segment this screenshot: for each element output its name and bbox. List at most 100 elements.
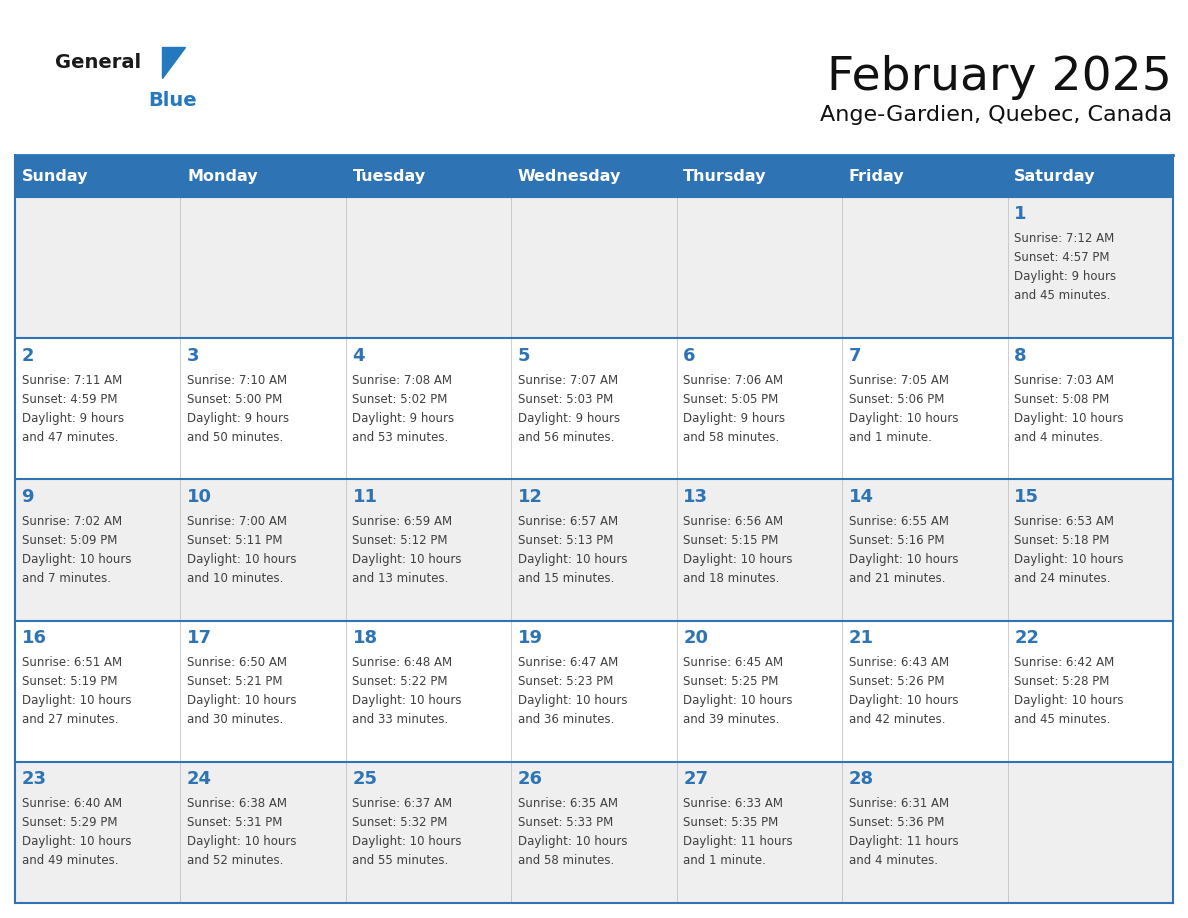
- Text: 9: 9: [21, 487, 34, 506]
- Text: Thursday: Thursday: [683, 169, 766, 184]
- Text: Friday: Friday: [848, 169, 904, 184]
- Text: Monday: Monday: [187, 169, 258, 184]
- Text: 21: 21: [848, 629, 873, 647]
- Text: Sunday: Sunday: [21, 169, 88, 184]
- Text: Sunrise: 6:56 AM
Sunset: 5:15 PM
Daylight: 10 hours
and 18 minutes.: Sunrise: 6:56 AM Sunset: 5:15 PM Dayligh…: [683, 515, 792, 585]
- Bar: [511, 621, 677, 762]
- Text: Sunrise: 7:05 AM
Sunset: 5:06 PM
Daylight: 10 hours
and 1 minute.: Sunrise: 7:05 AM Sunset: 5:06 PM Dayligh…: [848, 374, 959, 443]
- Bar: [181, 338, 346, 479]
- Text: 27: 27: [683, 770, 708, 789]
- Bar: [677, 155, 842, 197]
- Bar: [1007, 479, 1173, 621]
- Text: 8: 8: [1015, 347, 1026, 364]
- Text: 6: 6: [683, 347, 696, 364]
- Bar: [842, 338, 1007, 479]
- Text: Sunrise: 7:00 AM
Sunset: 5:11 PM
Daylight: 10 hours
and 10 minutes.: Sunrise: 7:00 AM Sunset: 5:11 PM Dayligh…: [187, 515, 297, 585]
- Text: Sunrise: 6:51 AM
Sunset: 5:19 PM
Daylight: 10 hours
and 27 minutes.: Sunrise: 6:51 AM Sunset: 5:19 PM Dayligh…: [21, 655, 131, 726]
- Text: 18: 18: [353, 629, 378, 647]
- Bar: [1007, 197, 1173, 338]
- Text: Sunrise: 6:50 AM
Sunset: 5:21 PM
Daylight: 10 hours
and 30 minutes.: Sunrise: 6:50 AM Sunset: 5:21 PM Dayligh…: [187, 655, 297, 726]
- Text: Sunrise: 7:12 AM
Sunset: 4:57 PM
Daylight: 9 hours
and 45 minutes.: Sunrise: 7:12 AM Sunset: 4:57 PM Dayligh…: [1015, 232, 1117, 302]
- Text: 1: 1: [1015, 206, 1026, 223]
- Text: 5: 5: [518, 347, 530, 364]
- Bar: [1007, 762, 1173, 903]
- Text: Sunrise: 6:33 AM
Sunset: 5:35 PM
Daylight: 11 hours
and 1 minute.: Sunrise: 6:33 AM Sunset: 5:35 PM Dayligh…: [683, 797, 792, 868]
- Bar: [181, 155, 346, 197]
- Bar: [1007, 621, 1173, 762]
- Text: 22: 22: [1015, 629, 1040, 647]
- Bar: [346, 155, 511, 197]
- Bar: [842, 621, 1007, 762]
- Bar: [15, 479, 181, 621]
- Text: Sunrise: 6:35 AM
Sunset: 5:33 PM
Daylight: 10 hours
and 58 minutes.: Sunrise: 6:35 AM Sunset: 5:33 PM Dayligh…: [518, 797, 627, 868]
- Text: 10: 10: [187, 487, 211, 506]
- Text: 13: 13: [683, 487, 708, 506]
- Bar: [181, 762, 346, 903]
- Text: General: General: [55, 52, 141, 72]
- Text: 2: 2: [21, 347, 34, 364]
- Bar: [181, 197, 346, 338]
- Text: Tuesday: Tuesday: [353, 169, 425, 184]
- Text: 25: 25: [353, 770, 378, 789]
- Text: 19: 19: [518, 629, 543, 647]
- Polygon shape: [162, 47, 185, 78]
- Text: Sunrise: 6:57 AM
Sunset: 5:13 PM
Daylight: 10 hours
and 15 minutes.: Sunrise: 6:57 AM Sunset: 5:13 PM Dayligh…: [518, 515, 627, 585]
- Text: Sunrise: 6:53 AM
Sunset: 5:18 PM
Daylight: 10 hours
and 24 minutes.: Sunrise: 6:53 AM Sunset: 5:18 PM Dayligh…: [1015, 515, 1124, 585]
- Text: Wednesday: Wednesday: [518, 169, 621, 184]
- Text: Sunrise: 6:38 AM
Sunset: 5:31 PM
Daylight: 10 hours
and 52 minutes.: Sunrise: 6:38 AM Sunset: 5:31 PM Dayligh…: [187, 797, 297, 868]
- Text: 3: 3: [187, 347, 200, 364]
- Text: 7: 7: [848, 347, 861, 364]
- Text: 23: 23: [21, 770, 46, 789]
- Text: 16: 16: [21, 629, 46, 647]
- Text: Sunrise: 6:43 AM
Sunset: 5:26 PM
Daylight: 10 hours
and 42 minutes.: Sunrise: 6:43 AM Sunset: 5:26 PM Dayligh…: [848, 655, 959, 726]
- Bar: [346, 338, 511, 479]
- Text: Sunrise: 6:55 AM
Sunset: 5:16 PM
Daylight: 10 hours
and 21 minutes.: Sunrise: 6:55 AM Sunset: 5:16 PM Dayligh…: [848, 515, 959, 585]
- Text: 12: 12: [518, 487, 543, 506]
- Text: Blue: Blue: [148, 91, 197, 109]
- Text: Sunrise: 6:37 AM
Sunset: 5:32 PM
Daylight: 10 hours
and 55 minutes.: Sunrise: 6:37 AM Sunset: 5:32 PM Dayligh…: [353, 797, 462, 868]
- Bar: [346, 197, 511, 338]
- Bar: [1007, 338, 1173, 479]
- Bar: [15, 762, 181, 903]
- Text: 24: 24: [187, 770, 211, 789]
- Text: 4: 4: [353, 347, 365, 364]
- Text: Sunrise: 6:48 AM
Sunset: 5:22 PM
Daylight: 10 hours
and 33 minutes.: Sunrise: 6:48 AM Sunset: 5:22 PM Dayligh…: [353, 655, 462, 726]
- Bar: [15, 155, 181, 197]
- Text: Sunrise: 7:02 AM
Sunset: 5:09 PM
Daylight: 10 hours
and 7 minutes.: Sunrise: 7:02 AM Sunset: 5:09 PM Dayligh…: [21, 515, 131, 585]
- Bar: [842, 479, 1007, 621]
- Bar: [677, 621, 842, 762]
- Text: Sunrise: 6:59 AM
Sunset: 5:12 PM
Daylight: 10 hours
and 13 minutes.: Sunrise: 6:59 AM Sunset: 5:12 PM Dayligh…: [353, 515, 462, 585]
- Bar: [181, 479, 346, 621]
- Bar: [511, 479, 677, 621]
- Bar: [677, 479, 842, 621]
- Text: 20: 20: [683, 629, 708, 647]
- Text: Sunrise: 7:11 AM
Sunset: 4:59 PM
Daylight: 9 hours
and 47 minutes.: Sunrise: 7:11 AM Sunset: 4:59 PM Dayligh…: [21, 374, 124, 443]
- Text: Sunrise: 7:03 AM
Sunset: 5:08 PM
Daylight: 10 hours
and 4 minutes.: Sunrise: 7:03 AM Sunset: 5:08 PM Dayligh…: [1015, 374, 1124, 443]
- Text: Ange-Gardien, Quebec, Canada: Ange-Gardien, Quebec, Canada: [820, 105, 1173, 125]
- Text: Sunrise: 7:10 AM
Sunset: 5:00 PM
Daylight: 9 hours
and 50 minutes.: Sunrise: 7:10 AM Sunset: 5:00 PM Dayligh…: [187, 374, 289, 443]
- Bar: [511, 155, 677, 197]
- Text: 15: 15: [1015, 487, 1040, 506]
- Bar: [677, 338, 842, 479]
- Text: Sunrise: 6:40 AM
Sunset: 5:29 PM
Daylight: 10 hours
and 49 minutes.: Sunrise: 6:40 AM Sunset: 5:29 PM Dayligh…: [21, 797, 131, 868]
- Text: 28: 28: [848, 770, 874, 789]
- Bar: [842, 155, 1007, 197]
- Bar: [181, 621, 346, 762]
- Bar: [677, 762, 842, 903]
- Bar: [842, 197, 1007, 338]
- Text: Sunrise: 7:06 AM
Sunset: 5:05 PM
Daylight: 9 hours
and 58 minutes.: Sunrise: 7:06 AM Sunset: 5:05 PM Dayligh…: [683, 374, 785, 443]
- Text: Sunrise: 7:07 AM
Sunset: 5:03 PM
Daylight: 9 hours
and 56 minutes.: Sunrise: 7:07 AM Sunset: 5:03 PM Dayligh…: [518, 374, 620, 443]
- Text: 26: 26: [518, 770, 543, 789]
- Bar: [1007, 155, 1173, 197]
- Text: February 2025: February 2025: [827, 55, 1173, 100]
- Bar: [511, 338, 677, 479]
- Bar: [677, 197, 842, 338]
- Text: 11: 11: [353, 487, 378, 506]
- Text: Sunrise: 7:08 AM
Sunset: 5:02 PM
Daylight: 9 hours
and 53 minutes.: Sunrise: 7:08 AM Sunset: 5:02 PM Dayligh…: [353, 374, 455, 443]
- Text: 17: 17: [187, 629, 211, 647]
- Text: 14: 14: [848, 487, 873, 506]
- Text: Sunrise: 6:31 AM
Sunset: 5:36 PM
Daylight: 11 hours
and 4 minutes.: Sunrise: 6:31 AM Sunset: 5:36 PM Dayligh…: [848, 797, 959, 868]
- Bar: [511, 762, 677, 903]
- Text: Sunrise: 6:42 AM
Sunset: 5:28 PM
Daylight: 10 hours
and 45 minutes.: Sunrise: 6:42 AM Sunset: 5:28 PM Dayligh…: [1015, 655, 1124, 726]
- Bar: [842, 762, 1007, 903]
